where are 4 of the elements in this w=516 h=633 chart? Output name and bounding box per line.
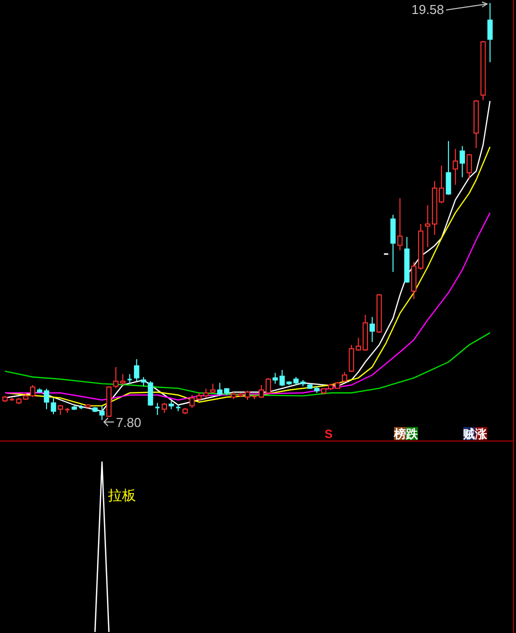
- annotation: 7.80: [116, 415, 142, 430]
- text: S: [324, 427, 333, 441]
- annotation: 拉板: [108, 487, 136, 503]
- annotation: 19.58: [411, 2, 444, 17]
